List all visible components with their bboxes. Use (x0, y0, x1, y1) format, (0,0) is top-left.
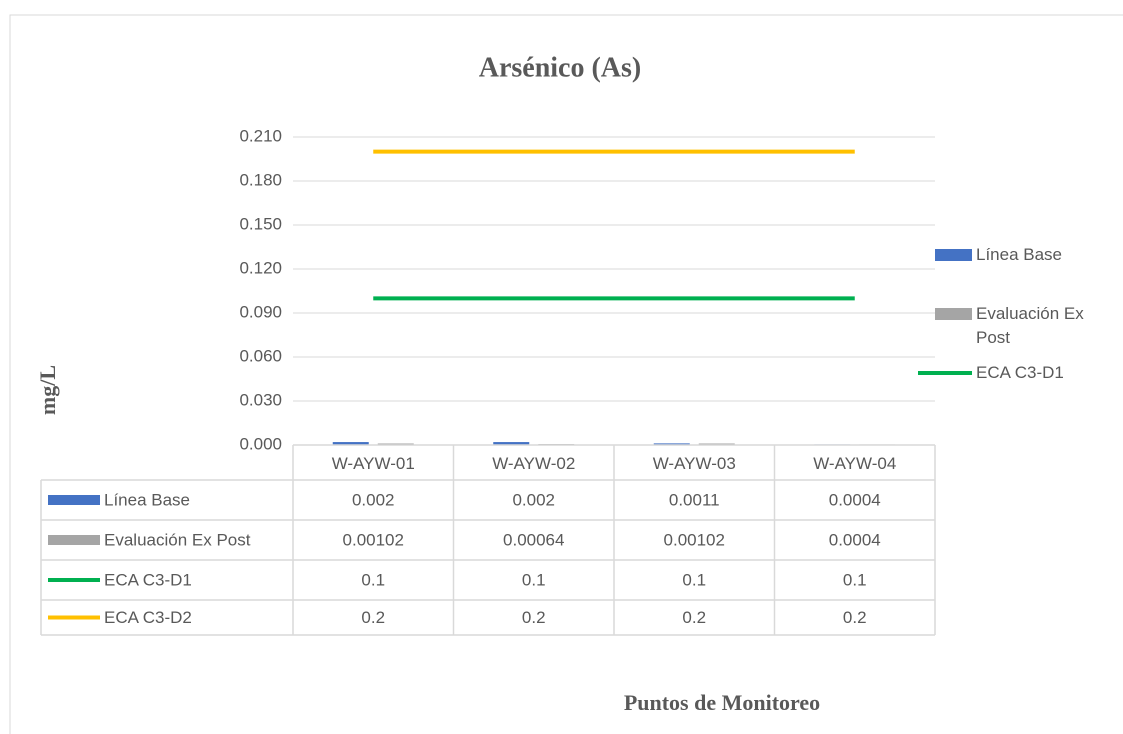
table-cell: 0.1 (361, 570, 385, 589)
chart-title: Arsénico (As) (479, 52, 642, 83)
legend-key (48, 535, 100, 545)
bar (653, 443, 690, 445)
table-cell: 0.2 (682, 608, 706, 627)
legend-key (935, 308, 972, 320)
y-tick-label: 0.120 (239, 258, 282, 277)
table-cell: 0.1 (843, 570, 867, 589)
y-tick-label: 0.150 (239, 214, 282, 233)
table-row-label: ECA C3-D1 (104, 570, 192, 589)
legend-label: Evaluación Ex Post (976, 304, 1084, 347)
legend-item: ECA C3-D1 (976, 363, 1064, 382)
y-tick-label: 0.000 (239, 434, 282, 453)
table-row-label: Línea Base (104, 490, 190, 509)
table-cell: 0.00102 (343, 530, 404, 549)
table-cell: 0.1 (682, 570, 706, 589)
bar (493, 442, 530, 445)
legend-item: Evaluación Ex Post (976, 304, 1084, 347)
x-tick-label: W-AYW-02 (492, 454, 575, 473)
x-tick-label: W-AYW-03 (653, 454, 736, 473)
x-tick-label: W-AYW-04 (813, 454, 896, 473)
bar (332, 442, 369, 445)
legend-key (935, 249, 972, 261)
legend-label: Línea Base (976, 245, 1063, 264)
legend-label: ECA C3-D1 (976, 363, 1064, 382)
table-cell: 0.2 (843, 608, 867, 627)
x-tick-label: W-AYW-01 (332, 454, 415, 473)
table-cell: 0.00064 (503, 530, 564, 549)
x-axis-label: Puntos de Monitoreo (624, 690, 820, 715)
table-cell: 0.0004 (829, 530, 881, 549)
y-tick-label: 0.090 (239, 302, 282, 321)
legend-key (48, 495, 100, 505)
table-cell: 0.1 (522, 570, 546, 589)
y-axis-label: mg/L (35, 365, 60, 415)
table-cell: 0.2 (361, 608, 385, 627)
table-row-label: Evaluación Ex Post (104, 530, 251, 549)
table-cell: 0.002 (512, 490, 555, 509)
y-tick-label: 0.210 (239, 126, 282, 145)
y-tick-label: 0.030 (239, 390, 282, 409)
chart-border (9, 14, 1123, 734)
y-tick-label: 0.180 (239, 170, 282, 189)
table-cell: 0.002 (352, 490, 395, 509)
legend-item: Línea Base (976, 245, 1063, 264)
table-row-label: ECA C3-D2 (104, 608, 192, 627)
table-cell: 0.2 (522, 608, 546, 627)
table-cell: 0.0011 (669, 490, 720, 509)
y-tick-label: 0.060 (239, 346, 282, 365)
table-cell: 0.00102 (664, 530, 725, 549)
table-cell: 0.0004 (829, 490, 881, 509)
